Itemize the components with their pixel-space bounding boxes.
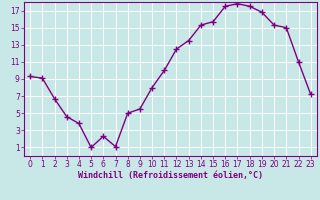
X-axis label: Windchill (Refroidissement éolien,°C): Windchill (Refroidissement éolien,°C) [78,171,263,180]
